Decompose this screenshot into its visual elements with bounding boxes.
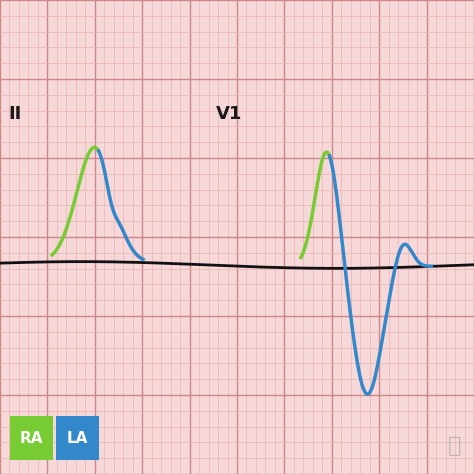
Text: II: II bbox=[9, 104, 22, 122]
FancyBboxPatch shape bbox=[10, 416, 53, 460]
Text: 🐂: 🐂 bbox=[448, 437, 462, 456]
Text: RA: RA bbox=[20, 430, 44, 446]
Text: V1: V1 bbox=[216, 104, 242, 122]
FancyBboxPatch shape bbox=[56, 416, 99, 460]
Text: LA: LA bbox=[66, 430, 88, 446]
